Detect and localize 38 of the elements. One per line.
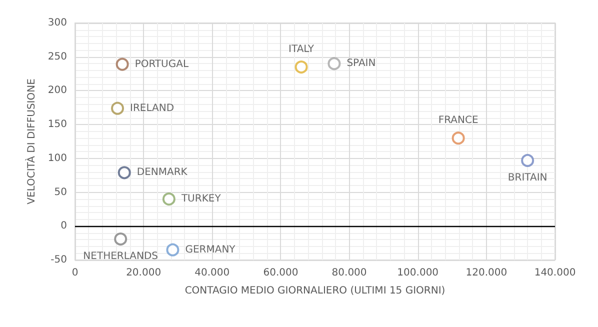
- series-label: TURKEY: [180, 194, 222, 205]
- y-tick-label: 0: [60, 220, 67, 232]
- x-tick-label: 80.000: [332, 268, 367, 278]
- series-label: DENMARK: [136, 167, 188, 178]
- series-label: GERMANY: [185, 244, 236, 256]
- x-tick-label: 20.000: [126, 268, 162, 278]
- x-tick-label: 100.000: [397, 268, 439, 278]
- series-label: FRANCE: [438, 115, 478, 126]
- series-label: SPAIN: [346, 58, 376, 70]
- series-label: ITALY: [288, 44, 315, 56]
- point: [162, 192, 176, 206]
- x-tick-label: 0: [72, 268, 78, 278]
- x-axis-title: CONTAGIO MEDIO GIORNALIERO (ULTIMI 15 GIORNI): [184, 286, 446, 296]
- x-tick-label: 60.000: [263, 268, 298, 278]
- series-label: IRELAND: [130, 102, 174, 114]
- point: [118, 166, 131, 180]
- y-tick-label: -50: [50, 254, 67, 266]
- point: [328, 57, 341, 70]
- x-tick-label: 40.000: [194, 268, 230, 278]
- series-label: NETHERLANDS: [83, 251, 158, 262]
- y-tick-label: 300: [48, 18, 67, 28]
- point: [452, 132, 465, 145]
- point: [114, 232, 128, 246]
- point: [116, 58, 129, 71]
- y-tick-label: 100: [48, 152, 67, 164]
- x-tick-label: 120.000: [466, 268, 508, 278]
- y-axis-title: VELOCITÀ DI DIFFUSIONE: [24, 78, 38, 204]
- point: [166, 243, 180, 256]
- y-tick-label: 250: [48, 51, 67, 62]
- point: [111, 102, 124, 115]
- y-tick-label: 150: [48, 119, 67, 130]
- x-tick-label: 140.000: [534, 268, 576, 278]
- series-label: BRITAIN: [508, 172, 548, 184]
- y-tick-label: 50: [54, 186, 67, 198]
- y-tick-label: 200: [48, 85, 67, 96]
- point: [294, 60, 308, 74]
- point: [521, 154, 534, 167]
- series-label: PORTUGAL: [134, 58, 189, 70]
